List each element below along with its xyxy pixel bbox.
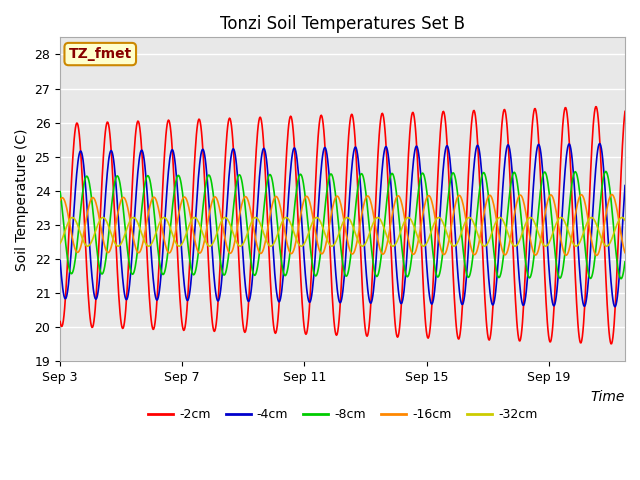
Y-axis label: Soil Temperature (C): Soil Temperature (C) — [15, 128, 29, 271]
Legend: -2cm, -4cm, -8cm, -16cm, -32cm: -2cm, -4cm, -8cm, -16cm, -32cm — [143, 403, 542, 426]
X-axis label: Time: Time — [591, 390, 625, 404]
Title: Tonzi Soil Temperatures Set B: Tonzi Soil Temperatures Set B — [220, 15, 465, 33]
Text: TZ_fmet: TZ_fmet — [68, 47, 132, 61]
